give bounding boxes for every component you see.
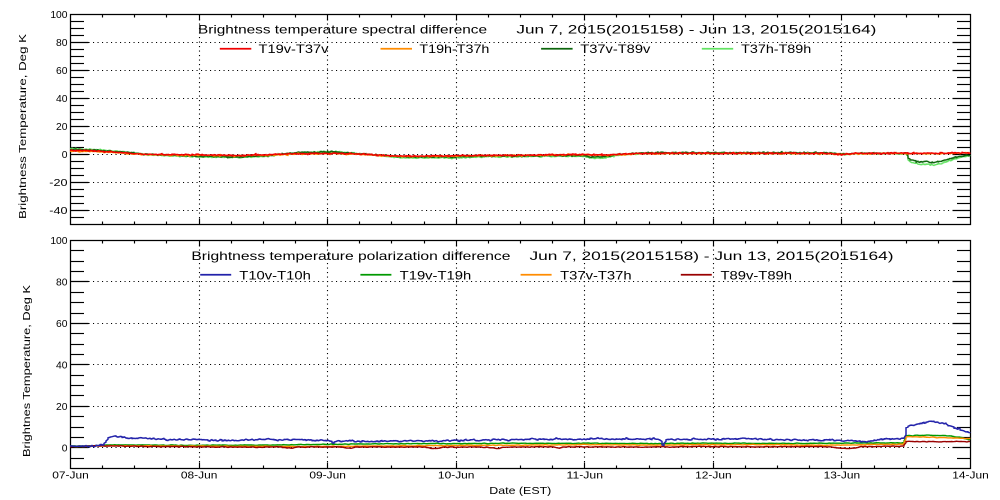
svg-text:40: 40 (56, 361, 68, 372)
svg-text:20: 20 (56, 402, 68, 413)
svg-text:Date (EST): Date (EST) (489, 486, 551, 497)
svg-text:09-Jun: 09-Jun (309, 471, 346, 482)
svg-text:80: 80 (56, 278, 68, 289)
svg-text:T19h-T37h: T19h-T37h (419, 42, 489, 56)
svg-text:60: 60 (56, 319, 68, 330)
svg-text:T89v-T89h: T89v-T89h (721, 268, 793, 282)
svg-text:T19v-T19h: T19v-T19h (400, 268, 472, 282)
svg-text:07-Jun: 07-Jun (52, 471, 89, 482)
svg-text:14-Jun: 14-Jun (952, 471, 989, 482)
svg-text:Jun 7, 2015(2015158) - Jun 13: Jun 7, 2015(2015158) - Jun 13, 2015(2015… (530, 249, 894, 263)
svg-text:60: 60 (56, 66, 68, 77)
svg-text:11-Jun: 11-Jun (567, 471, 604, 482)
svg-text:0: 0 (62, 150, 68, 161)
svg-text:100: 100 (50, 10, 67, 21)
svg-text:T37v-T37h: T37v-T37h (560, 268, 632, 282)
svg-text:Brightness temperature spectra: Brightness temperature spectral differen… (198, 23, 487, 37)
svg-text:13-Jun: 13-Jun (824, 471, 861, 482)
svg-text:100: 100 (50, 236, 67, 247)
svg-text:-40: -40 (49, 206, 68, 217)
svg-text:08-Jun: 08-Jun (181, 471, 218, 482)
svg-text:12-Jun: 12-Jun (695, 471, 732, 482)
svg-text:T10v-T10h: T10v-T10h (239, 268, 310, 282)
svg-text:40: 40 (56, 94, 68, 105)
svg-text:80: 80 (56, 38, 68, 49)
svg-text:-20: -20 (49, 178, 68, 189)
svg-text:T19v-T37v: T19v-T37v (259, 42, 329, 56)
svg-text:0: 0 (62, 444, 68, 455)
svg-text:Jun 7, 2015(2015158) - Jun 13: Jun 7, 2015(2015158) - Jun 13, 2015(2015… (516, 23, 876, 37)
svg-text:Brightness Temperature, Deg K: Brightness Temperature, Deg K (18, 34, 29, 219)
svg-text:Brightnes Temperature, Deg K: Brightnes Temperature, Deg K (22, 285, 33, 457)
svg-text:10-Jun: 10-Jun (438, 471, 475, 482)
svg-text:T37h-T89h: T37h-T89h (741, 42, 811, 56)
svg-text:Brightness temperature polariz: Brightness temperature polarization diff… (191, 249, 510, 263)
svg-text:20: 20 (56, 122, 68, 133)
svg-text:T37v-T89v: T37v-T89v (580, 42, 650, 56)
